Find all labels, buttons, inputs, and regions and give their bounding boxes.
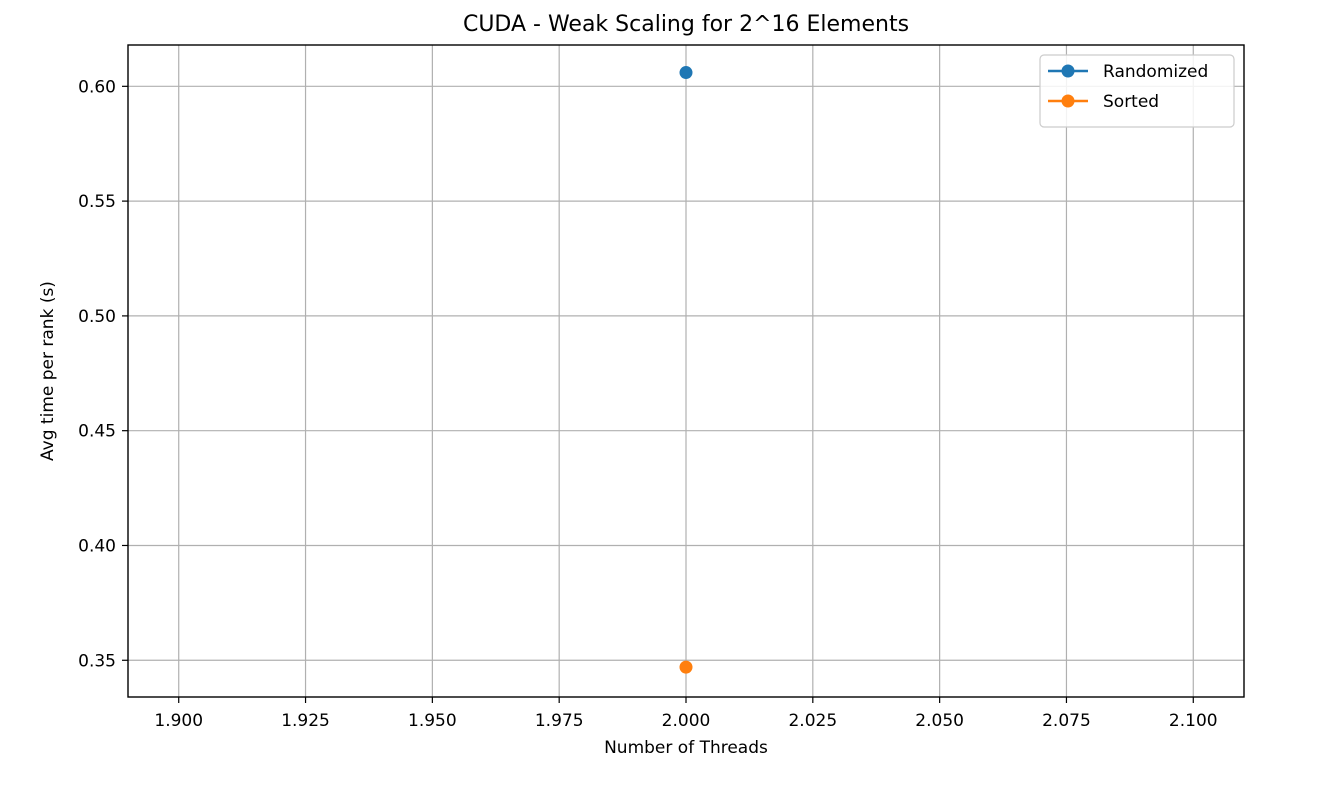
y-tick-label: 0.55 bbox=[78, 192, 116, 212]
legend-marker-randomized bbox=[1061, 64, 1075, 78]
data-points bbox=[679, 66, 693, 674]
x-axis-label: Number of Threads bbox=[604, 738, 768, 758]
x-tick-label: 2.075 bbox=[1042, 711, 1091, 731]
x-tick-label: 1.900 bbox=[154, 711, 203, 731]
x-tick-label: 2.025 bbox=[788, 711, 837, 731]
x-tick-label: 1.925 bbox=[281, 711, 330, 731]
x-tick-label: 1.950 bbox=[408, 711, 457, 731]
x-tick-label: 1.975 bbox=[535, 711, 584, 731]
x-tick-label: 2.000 bbox=[662, 711, 711, 731]
plot-frame bbox=[127, 44, 1245, 698]
chart-title: CUDA - Weak Scaling for 2^16 Elements bbox=[463, 12, 909, 37]
data-point-sorted bbox=[679, 660, 693, 674]
legend-label-sorted: Sorted bbox=[1103, 92, 1159, 112]
legend-box bbox=[1039, 54, 1235, 128]
axis-ticks: 1.900 1.925 1.950 1.975 2.000 2.025 2.050 2.075… bbox=[78, 77, 1217, 731]
grid bbox=[128, 45, 1244, 697]
legend-label-randomized: Randomized bbox=[1103, 62, 1208, 82]
y-tick-label: 0.40 bbox=[78, 536, 116, 556]
y-tick-label: 0.45 bbox=[78, 422, 116, 442]
y-tick-label: 0.50 bbox=[78, 307, 116, 327]
legend: Randomized Sorted bbox=[1039, 54, 1235, 128]
y-tick-label: 0.60 bbox=[78, 77, 116, 97]
x-tick-label: 2.100 bbox=[1169, 711, 1218, 731]
data-point-randomized bbox=[679, 66, 693, 80]
y-axis-label: Avg time per rank (s) bbox=[38, 281, 58, 461]
x-tick-label: 2.050 bbox=[915, 711, 964, 731]
legend-marker-sorted bbox=[1061, 94, 1075, 108]
y-tick-label: 0.35 bbox=[78, 651, 116, 671]
